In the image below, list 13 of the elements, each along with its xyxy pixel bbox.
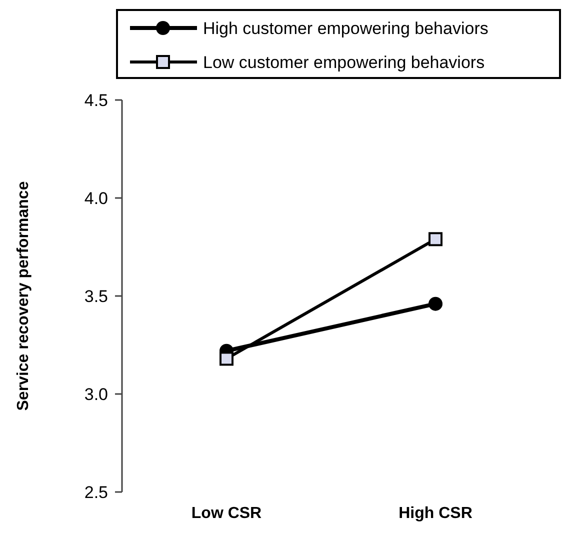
y-tick-label: 3.0 <box>84 384 108 404</box>
legend-label: High customer empowering behaviors <box>203 18 488 38</box>
x-tick-label: Low CSR <box>191 505 262 522</box>
point <box>220 352 234 366</box>
y-axis-title: Service recovery performance <box>15 181 32 411</box>
legend-label: Low customer empowering behaviors <box>203 52 485 72</box>
point <box>428 232 442 246</box>
y-tick-label: 4.0 <box>84 188 108 208</box>
y-tick-label: 4.5 <box>84 90 108 110</box>
x-tick-label: High CSR <box>398 505 473 522</box>
y-tick-label: 2.5 <box>84 482 108 502</box>
point <box>428 296 442 311</box>
y-tick-label: 3.5 <box>84 286 108 306</box>
